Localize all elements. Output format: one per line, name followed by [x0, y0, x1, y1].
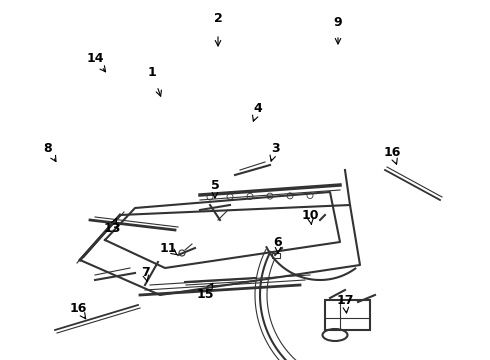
Bar — [325, 300, 370, 330]
Text: 6: 6 — [274, 235, 282, 248]
Text: 8: 8 — [44, 141, 52, 154]
Text: 14: 14 — [86, 51, 104, 64]
Text: 9: 9 — [334, 15, 343, 28]
Text: 15: 15 — [196, 288, 214, 302]
Text: 3: 3 — [270, 141, 279, 154]
Text: 16: 16 — [383, 145, 401, 158]
Text: 10: 10 — [301, 208, 319, 221]
Bar — [272, 253, 280, 258]
Text: 11: 11 — [159, 242, 177, 255]
Text: 16: 16 — [69, 302, 87, 315]
Text: 5: 5 — [211, 179, 220, 192]
Text: 4: 4 — [254, 102, 262, 114]
Text: 13: 13 — [103, 221, 121, 234]
Text: 1: 1 — [147, 66, 156, 78]
Text: 7: 7 — [141, 266, 149, 279]
Text: 2: 2 — [214, 12, 222, 24]
Text: 17: 17 — [336, 293, 354, 306]
